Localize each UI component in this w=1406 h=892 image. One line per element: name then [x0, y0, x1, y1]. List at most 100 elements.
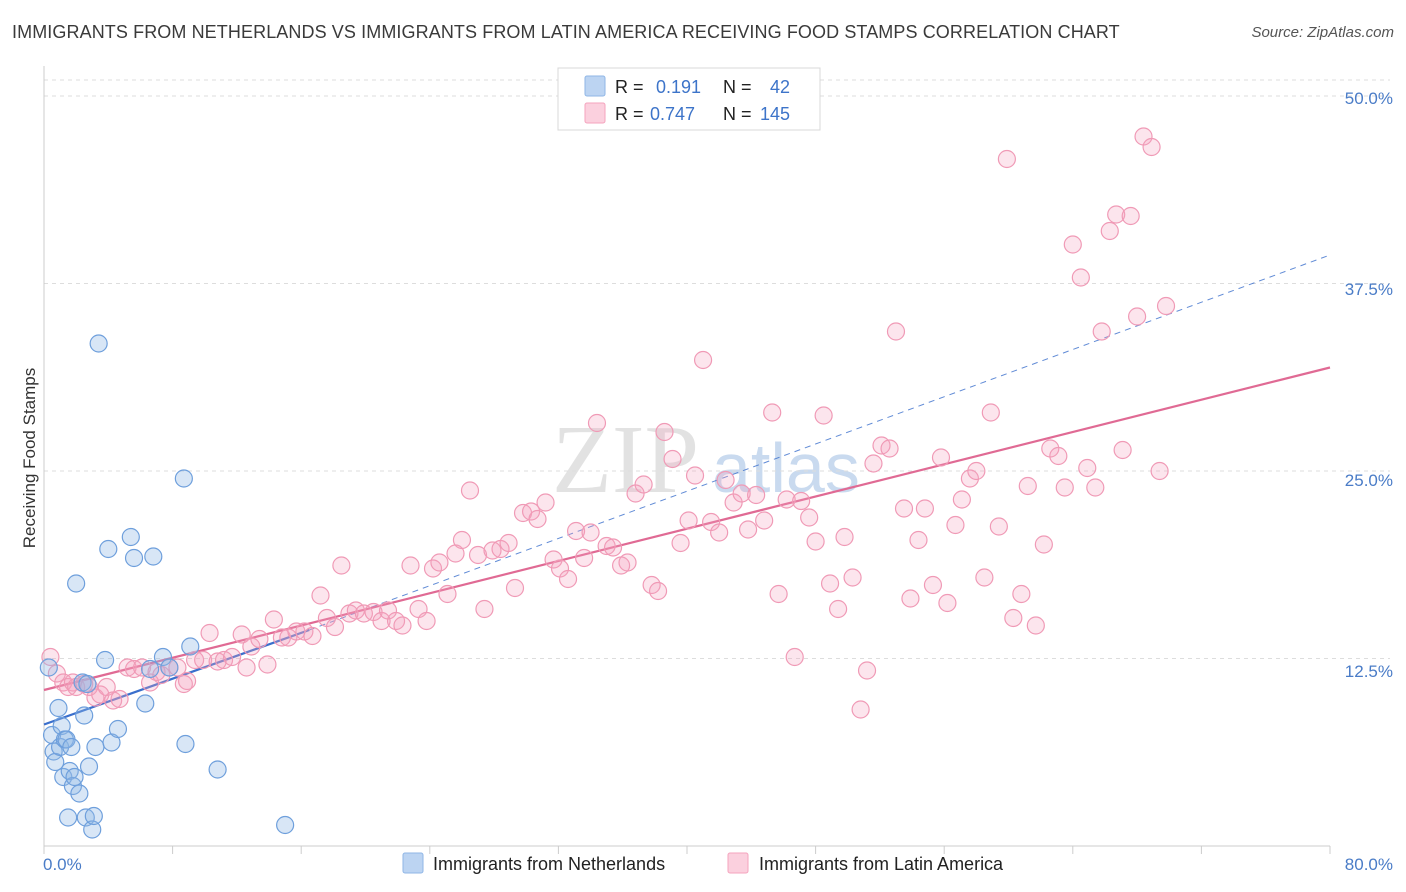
point-latin-150 [1127, 307, 1147, 326]
point-latin-143 [1078, 458, 1097, 478]
point-latin-153 [1150, 461, 1169, 481]
point-latin-81 [618, 553, 637, 572]
legend-n-value-latin: 145 [760, 104, 790, 124]
legend-r-value-latin: 0.747 [650, 104, 695, 124]
point-latin-109 [829, 599, 848, 619]
point-latin-54 [417, 611, 436, 631]
bottom-legend-swatch-latin [727, 852, 749, 874]
point-latin-42 [325, 617, 345, 637]
point-latin-125 [946, 515, 965, 535]
point-latin-22 [177, 671, 197, 691]
point-latin-107 [814, 406, 833, 425]
point-latin-68 [521, 502, 541, 521]
point-latin-12 [110, 689, 129, 709]
bottom-legend-swatch-netherlands [402, 852, 424, 874]
point-netherlands-33 [140, 659, 160, 679]
point-latin-131 [989, 517, 1008, 536]
point-latin-140 [1055, 478, 1074, 497]
point-latin-105 [800, 508, 819, 527]
point-latin-76 [581, 523, 600, 542]
point-latin-71 [544, 550, 563, 569]
tick-labels: 0.0% 80.0% 12.5% 25.0% 37.5% 50.0% [43, 89, 1393, 874]
point-latin-40 [311, 586, 330, 605]
point-latin-139 [1049, 446, 1068, 466]
point-latin-126 [952, 490, 971, 509]
point-latin-132 [997, 149, 1016, 169]
point-netherlands-25 [89, 334, 108, 353]
point-netherlands-30 [121, 527, 140, 547]
point-latin-108 [820, 574, 840, 593]
point-latin-116 [880, 439, 899, 458]
point-netherlands-40 [208, 760, 227, 779]
point-latin-26 [208, 652, 227, 671]
point-latin-123 [931, 448, 951, 467]
point-latin-121 [915, 499, 935, 518]
point-latin-86 [655, 422, 674, 442]
point-netherlands-41 [276, 815, 295, 835]
point-netherlands-32 [136, 694, 155, 713]
point-latin-70 [536, 493, 555, 512]
bottom-legend-label-netherlands: Immigrants from Netherlands [433, 854, 665, 874]
point-latin-99 [755, 511, 774, 530]
x-tick-label-max: 80.0% [1345, 855, 1393, 874]
point-latin-113 [857, 661, 877, 680]
point-latin-106 [806, 532, 825, 551]
legend-r-value-netherlands: 0.191 [656, 77, 701, 97]
x-tick-label-min: 0.0% [43, 855, 82, 874]
data-points [39, 127, 1176, 839]
point-latin-154 [1156, 296, 1176, 316]
point-latin-100 [763, 403, 782, 422]
point-latin-114 [864, 454, 883, 473]
point-latin-137 [1034, 535, 1053, 554]
point-latin-112 [851, 700, 870, 719]
point-latin-52 [401, 556, 420, 575]
point-latin-97 [738, 520, 758, 539]
point-netherlands-23 [84, 806, 103, 826]
point-latin-59 [452, 530, 472, 550]
point-latin-101 [769, 584, 788, 604]
point-latin-130 [981, 403, 1000, 422]
point-latin-135 [1018, 476, 1037, 496]
legend-n-label-netherlands: N = [723, 77, 752, 97]
point-latin-62 [475, 599, 494, 619]
legend-swatch-latin [584, 102, 606, 124]
point-netherlands-35 [153, 647, 173, 667]
axes [43, 66, 1331, 854]
point-latin-69 [528, 509, 547, 529]
point-latin-127 [960, 469, 980, 488]
y-tick-label-12-5: 12.5% [1345, 662, 1393, 681]
point-latin-78 [597, 536, 616, 556]
point-latin-98 [747, 485, 766, 505]
point-latin-74 [566, 521, 586, 541]
point-latin-30 [237, 658, 256, 677]
point-latin-142 [1071, 268, 1090, 287]
y-axis-title: Receiving Food Stamps [20, 368, 39, 548]
legend-r-label-latin: R = [615, 104, 644, 124]
point-latin-65 [499, 533, 518, 553]
point-latin-87 [663, 449, 682, 469]
point-latin-61 [468, 545, 488, 565]
point-latin-56 [430, 553, 449, 572]
point-latin-152 [1142, 137, 1161, 157]
point-netherlands-13 [63, 776, 83, 796]
point-latin-21 [174, 674, 193, 694]
stats-legend: R = 0.191 N = 42 R = 0.747 N = 145 [557, 67, 821, 131]
point-netherlands-37 [174, 469, 193, 488]
point-netherlands-38 [176, 734, 195, 754]
point-latin-77 [587, 413, 607, 433]
legend-r-label-netherlands: R = [615, 77, 644, 97]
point-netherlands-36 [160, 658, 179, 677]
point-latin-141 [1063, 235, 1082, 254]
point-latin-83 [634, 475, 653, 494]
point-netherlands-12 [62, 737, 81, 757]
point-latin-90 [685, 466, 705, 485]
point-latin-145 [1092, 322, 1111, 341]
point-latin-103 [785, 647, 804, 667]
point-latin-46 [354, 604, 373, 623]
point-latin-134 [1012, 584, 1031, 604]
y-tick-label-37-5: 37.5% [1345, 280, 1393, 299]
point-latin-119 [901, 589, 920, 608]
point-latin-57 [438, 584, 457, 604]
point-latin-43 [332, 556, 351, 575]
